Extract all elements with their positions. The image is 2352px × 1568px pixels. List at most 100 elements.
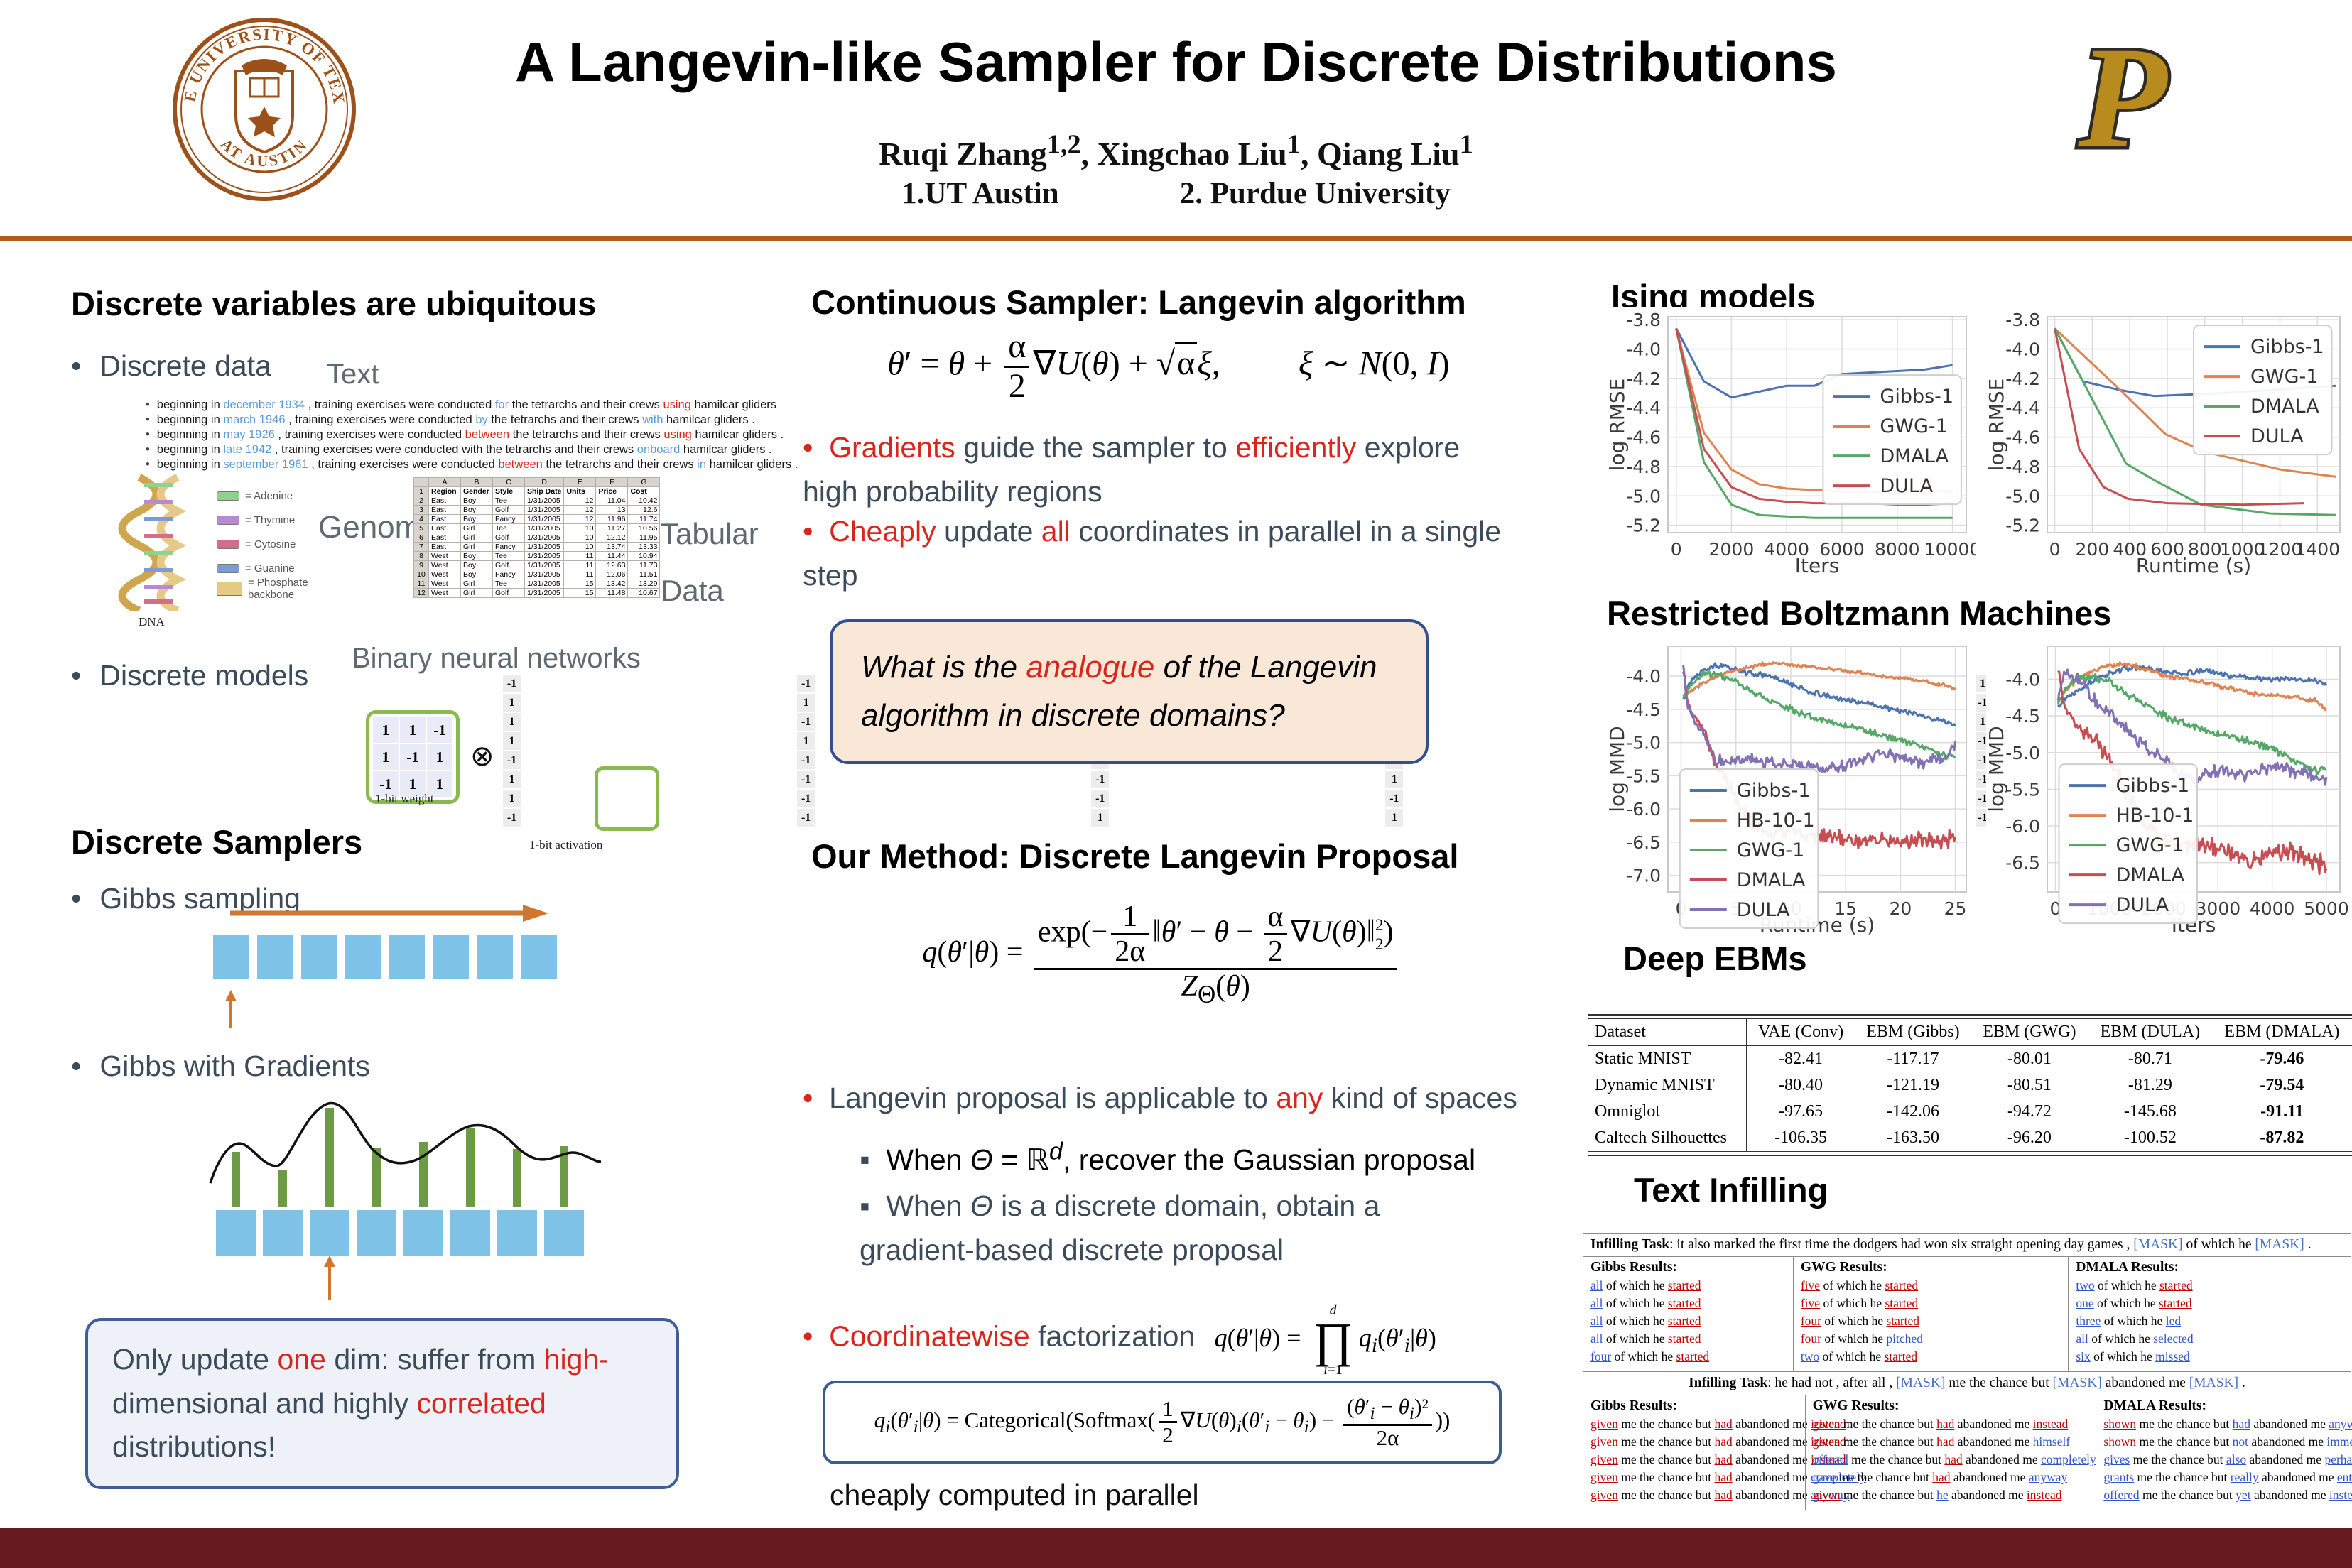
svg-text:200: 200 [2076,539,2110,560]
svg-text:Gibbs-1: Gibbs-1 [2115,775,2189,797]
results-column: Gibbs Results: all of which he started all… [1583,1257,1793,1371]
gibbs-limitation-callout: Only update one dim: suffer from high-di… [85,1318,679,1489]
result-line: given me the chance but had abandoned me… [1812,1417,2069,1431]
bullet-discrete-data: • Discrete data [71,349,271,382]
svg-text:DMALA: DMALA [1737,869,1806,891]
svg-text:-4.5: -4.5 [2005,706,2040,726]
svg-text:-5.0: -5.0 [2005,486,2040,506]
svg-text:-4.0: -4.0 [1626,339,1661,359]
svg-text:GWG-1: GWG-1 [2250,366,2318,388]
result-line: three of which he led [2076,1314,2182,1328]
result-line: one of which he started [2076,1296,2192,1310]
bullet-gibbs-sampling: • Gibbs sampling [71,882,300,915]
header-divider-rule [0,236,2352,241]
sub-bullet-gaussian: ▪ When Θ = ℝd, recover the Gaussian prop… [860,1138,1476,1176]
ebm-results-table: Dataset VAE (Conv) EBM (Gibbs) EBM (GWG) EBM… [1588,1014,2352,1156]
proposal-equation: q(θ′|θ) = exp(− 1 2α ‖θ′ − θ − α 2 ∇U(θ)‖ 2 2) Z… [803,900,1520,1008]
section-heading-discrete-variables: Discrete variables are ubiquitous [71,285,597,322]
svg-text:-4.0: -4.0 [2005,339,2040,359]
purdue-letter-p: P [2077,24,2168,173]
svg-text:GWG-1: GWG-1 [1880,415,1947,437]
bullet-cheaply: • Cheaply update all coordinates in para… [803,515,1502,592]
svg-text:1400: 1400 [2294,539,2340,560]
rbm-runtime-chart: 0510152025-4.0-4.5-5.0-5.5-6.0-6.5-7.0Ru… [1605,636,1976,941]
langevin-equation: θ′ = θ + α 2 ∇U(θ) + √αξ, ξ ∼ N(0, I) [887,327,1450,405]
svg-text:20: 20 [1889,898,1912,919]
results-column: Gibbs Results: given me the chance but ha… [1583,1395,1866,1510]
result-line: shown me the chance but had abandoned me… [2103,1417,2352,1431]
table-row: 10 West Boy Fancy 1/31/2005 11 12.06 11.51 [413,570,661,579]
purdue-logo: P [2074,24,2172,173]
svg-text:-6.0: -6.0 [2005,816,2040,837]
bullet-any-spaces: • Langevin proposal is applicable to any… [803,1082,1517,1114]
dna-legend-item: = Thymine [217,514,296,526]
results-column: DMALA Results: shown me the chance but ha… [2096,1395,2352,1510]
cheaply-computed-note: cheaply computed in parallel [830,1479,1199,1511]
svg-text:Gibbs-1: Gibbs-1 [1737,780,1811,802]
text-example-line: • beginning in december 1934 , training e… [146,398,777,411]
table-row: 7 East Girl Fancy 1/31/2005 10 13.74 13.33 [413,542,661,552]
state-square [389,935,425,979]
svg-text:-6.0: -6.0 [1626,799,1661,820]
result-line: given me the chance but he abandoned me … [1812,1488,2062,1502]
svg-text:DULA: DULA [1737,899,1790,921]
svg-text:-6.5: -6.5 [1626,832,1661,853]
results-column: GWG Results: five of which he started five… [1792,1257,2068,1371]
dna-legend-item: = Cytosine [217,538,296,550]
categorical-formula-box: qi(θ′i|θ) = Categorical(Softmax(1 2 ∇U(θ)i… [823,1381,1502,1464]
svg-text:Runtime (s): Runtime (s) [2136,554,2251,577]
svg-text:400: 400 [2113,539,2147,560]
label-text: Text [327,359,379,390]
svg-text:-4.8: -4.8 [2005,457,2040,477]
rbm-iters-chart: 010002000300040005000-4.0-4.5-5.0-5.5-6.… [1985,636,2350,941]
result-line: two of which he started [1800,1349,1918,1363]
bullet-coordinatewise: • Coordinatewise factorization q(θ′|θ) =… [803,1302,1436,1378]
weight-matrix: 1 1 -1 1 -1 1 -1 1 1 [366,710,460,804]
svg-text:-4.6: -4.6 [2005,428,2040,448]
svg-text:0: 0 [1671,539,1682,560]
result-line: given me the chance but had abandoned me… [1590,1488,1850,1502]
table-row: Omniglot -97.65 -142.06 -94.72 -145.68 -91.11 [1588,1099,2352,1125]
svg-text:4000: 4000 [2250,898,2295,919]
svg-text:10000: 10000 [1924,539,1976,560]
svg-text:0: 0 [2049,898,2061,919]
svg-text:-4.6: -4.6 [1626,428,1661,448]
svg-text:-4.0: -4.0 [1626,666,1661,687]
svg-text:log MMD: log MMD [1607,726,1629,812]
text-example-line: • beginning in late 1942 , training exerc… [146,443,772,456]
bullet-discrete-models: • Discrete models [71,659,309,692]
result-line: given me the chance but had abandoned me… [1812,1434,2071,1449]
dna-rungs [144,483,173,604]
svg-text:25: 25 [1944,898,1967,919]
result-line: all of which he started [1590,1314,1701,1328]
svg-text:2000: 2000 [1709,539,1755,560]
svg-text:-3.8: -3.8 [1626,310,1661,330]
result-line: given me the chance but had abandoned me… [1590,1434,1846,1449]
poster-title: A Langevin-like Sampler for Discrete Dis… [515,31,1837,93]
bullet-gibbs-with-gradients: • Gibbs with Gradients [71,1050,370,1082]
svg-text:600: 600 [2150,539,2184,560]
result-line: all of which he started [1590,1278,1701,1292]
result-line: offered me the chance but yet abandoned … [2103,1488,2352,1502]
state-square [257,935,293,979]
result-line: given me the chance but had abandoned me… [1590,1452,1846,1466]
result-line: shown me the chance but not abandoned me… [2103,1434,2352,1449]
result-line: four of which he started [1590,1349,1710,1363]
state-square [521,935,557,979]
result-line: six of which he missed [2076,1349,2190,1363]
table-row: 11 West Girl Tee 1/31/2005 15 13.42 13.29 [413,579,661,589]
table-row: 8 West Boy Tee 1/31/2005 11 11.44 10.94 [413,551,661,561]
svg-text:-5.2: -5.2 [1626,516,1661,536]
weight-matrix-caption: 1-bit weight [375,792,434,805]
result-line: grants me the chance but really abandone… [2103,1470,2352,1484]
svg-text:5000: 5000 [2304,898,2349,919]
section-heading-our-method: Our Method: Discrete Langevin Proposal [811,837,1459,875]
svg-text:-5.5: -5.5 [2005,779,2040,800]
activation-matrix-caption: 1-bit activation [529,838,603,851]
dna-illustration [118,474,187,611]
svg-text:-5.2: -5.2 [2005,516,2040,536]
affiliation-2: 2. Purdue University [1179,177,1451,210]
svg-text:DULA: DULA [1880,475,1933,497]
result-line: given me the chance but had abandoned me… [1590,1470,1866,1484]
svg-text:-5.0: -5.0 [1626,733,1661,753]
